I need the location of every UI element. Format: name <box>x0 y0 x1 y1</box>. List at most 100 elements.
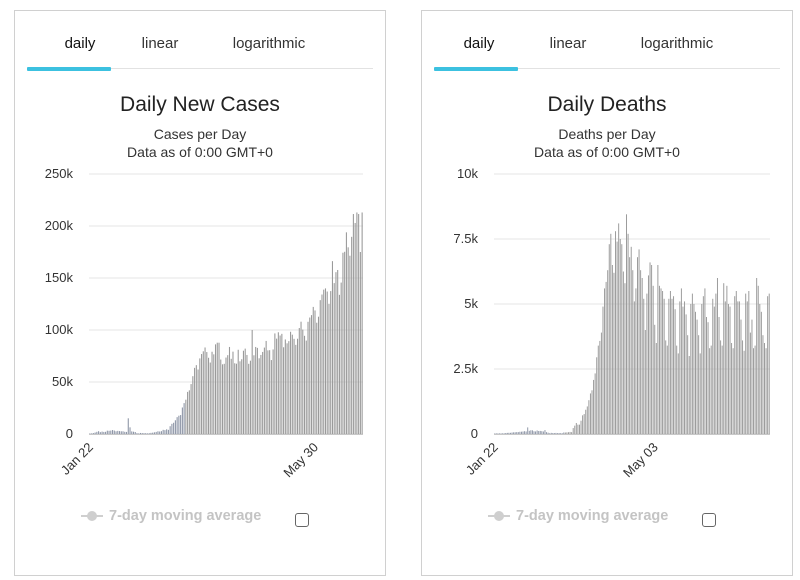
bar[interactable] <box>314 310 316 434</box>
bar[interactable] <box>522 431 524 434</box>
bar[interactable] <box>701 304 703 434</box>
bar[interactable] <box>632 270 634 434</box>
bar[interactable] <box>698 335 700 434</box>
bar[interactable] <box>185 399 187 434</box>
bar[interactable] <box>577 424 579 434</box>
bar[interactable] <box>574 425 576 434</box>
bar[interactable] <box>155 431 157 434</box>
bar[interactable] <box>270 360 272 434</box>
bar[interactable] <box>555 432 557 434</box>
bar[interactable] <box>145 433 147 434</box>
bar[interactable] <box>676 345 678 434</box>
bar[interactable] <box>542 431 544 434</box>
bar[interactable] <box>727 304 729 434</box>
bar[interactable] <box>743 350 745 434</box>
bar[interactable] <box>662 291 664 434</box>
bar[interactable] <box>171 423 173 434</box>
bar[interactable] <box>249 360 251 434</box>
bar[interactable] <box>192 376 194 434</box>
bar[interactable] <box>319 300 321 434</box>
bar[interactable] <box>309 317 311 434</box>
bar[interactable] <box>204 347 206 434</box>
bar[interactable] <box>710 345 712 434</box>
bar[interactable] <box>760 311 762 434</box>
bar[interactable] <box>134 432 136 434</box>
bar[interactable] <box>605 281 607 434</box>
bar[interactable] <box>227 355 229 434</box>
bar[interactable] <box>237 349 239 434</box>
bar[interactable] <box>180 415 182 434</box>
bar[interactable] <box>235 363 238 434</box>
bar[interactable] <box>89 433 91 434</box>
bar[interactable] <box>528 430 530 434</box>
bar[interactable] <box>96 431 98 434</box>
bar[interactable] <box>127 418 129 434</box>
bar[interactable] <box>768 293 770 434</box>
bar[interactable] <box>647 275 649 434</box>
bar[interactable] <box>272 349 274 434</box>
bar[interactable] <box>630 246 632 434</box>
bar[interactable] <box>665 340 667 434</box>
bar[interactable] <box>293 338 295 434</box>
bar[interactable] <box>589 393 591 434</box>
bar[interactable] <box>582 415 584 434</box>
bar[interactable] <box>99 432 101 434</box>
bar[interactable] <box>112 430 114 434</box>
bar[interactable] <box>506 432 508 434</box>
bar[interactable] <box>115 431 117 434</box>
bar[interactable] <box>585 409 587 434</box>
bar[interactable] <box>92 433 94 434</box>
bar[interactable] <box>586 406 588 434</box>
bar[interactable] <box>588 400 590 434</box>
bar[interactable] <box>286 343 288 434</box>
bar[interactable] <box>655 343 657 434</box>
bar[interactable] <box>571 432 573 434</box>
bar[interactable] <box>228 346 231 434</box>
bar[interactable] <box>103 431 105 434</box>
bar[interactable] <box>129 427 131 434</box>
bar[interactable] <box>649 262 651 434</box>
bar[interactable] <box>253 355 255 434</box>
bar[interactable] <box>335 272 337 434</box>
bar[interactable] <box>265 340 267 434</box>
bar[interactable] <box>255 346 257 434</box>
bar[interactable] <box>300 321 302 434</box>
bar[interactable] <box>295 344 297 434</box>
bar[interactable] <box>218 342 220 434</box>
bar[interactable] <box>611 265 613 434</box>
bar[interactable] <box>516 432 518 434</box>
bar[interactable] <box>234 363 236 434</box>
bar[interactable] <box>347 247 349 434</box>
bar[interactable] <box>117 430 119 434</box>
bar[interactable] <box>599 340 601 434</box>
bar[interactable] <box>691 293 693 434</box>
bar[interactable] <box>716 278 718 434</box>
bar[interactable] <box>244 348 246 434</box>
bar[interactable] <box>677 353 679 434</box>
bar[interactable] <box>724 301 726 434</box>
bar[interactable] <box>517 432 519 434</box>
bar[interactable] <box>279 335 281 434</box>
bar[interactable] <box>176 417 178 434</box>
bar[interactable] <box>131 431 133 434</box>
bar[interactable] <box>731 343 733 434</box>
bar[interactable] <box>610 233 612 434</box>
bar[interactable] <box>619 239 621 434</box>
bar[interactable] <box>202 351 204 434</box>
bar[interactable] <box>209 362 211 434</box>
bar[interactable] <box>305 340 307 434</box>
bar[interactable] <box>197 369 199 434</box>
bar[interactable] <box>302 329 304 434</box>
bar[interactable] <box>150 432 152 434</box>
bar[interactable] <box>105 431 107 434</box>
bar[interactable] <box>344 251 346 434</box>
bar[interactable] <box>575 422 577 434</box>
bar[interactable] <box>159 431 161 435</box>
bar[interactable] <box>637 257 638 434</box>
bar[interactable] <box>246 354 248 434</box>
bar[interactable] <box>759 304 761 434</box>
tab-linear[interactable]: linear <box>549 35 587 52</box>
bar[interactable] <box>756 278 758 434</box>
bar[interactable] <box>352 214 354 434</box>
bar[interactable] <box>164 430 166 434</box>
